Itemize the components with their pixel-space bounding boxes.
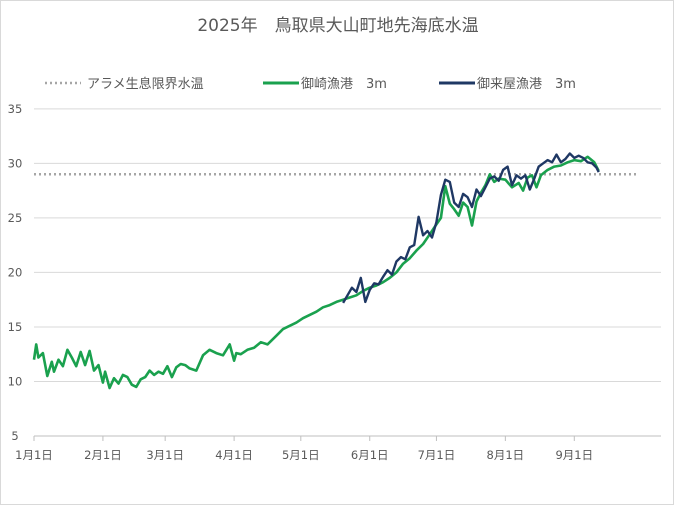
- legend-label-3: 御来屋漁港 3m: [477, 77, 576, 92]
- legend: アラメ生息限界水温 御崎漁港 3m 御来屋漁港 3m: [45, 76, 576, 92]
- series-line-2: [32, 155, 600, 390]
- chart-title: 2025年 鳥取県大山町地先海底水温: [197, 16, 478, 36]
- series-line-3: [342, 152, 600, 304]
- x-tick-label-1: 1月1日: [15, 448, 53, 462]
- x-tick-label-5: 5月1日: [282, 448, 320, 462]
- y-tick-label-20: 20: [8, 265, 23, 279]
- x-tick-label-9: 9月1日: [555, 448, 593, 462]
- x-tick-label-2: 2月1日: [84, 448, 122, 462]
- y-tick-label-10: 10: [8, 374, 23, 388]
- x-tick-label-4: 4月1日: [215, 448, 253, 462]
- y-tick-label-35: 35: [8, 102, 23, 116]
- y-tick-label-30: 30: [8, 156, 23, 170]
- legend-label-1: アラメ生息限界水温: [87, 76, 204, 92]
- x-tick-label-3: 3月1日: [146, 448, 184, 462]
- gridlines: [34, 108, 661, 382]
- x-tick-label-6: 6月1日: [351, 448, 389, 462]
- x-tick-label-8: 8月1日: [487, 448, 525, 462]
- y-tick-label-25: 25: [8, 211, 23, 225]
- legend-label-2: 御崎漁港 3m: [301, 77, 387, 92]
- y-tick-label-5: 5: [11, 429, 18, 443]
- y-axis: 5 10 15 20 25 30 35: [8, 102, 23, 443]
- series-group: [32, 152, 639, 390]
- x-axis: 1月1日 2月1日 3月1日 4月1日 5月1日 6月1日 7月1日 8月1日 9月1日: [15, 435, 661, 462]
- x-tick-label-7: 7月1日: [418, 448, 456, 462]
- y-tick-label-15: 15: [8, 320, 23, 334]
